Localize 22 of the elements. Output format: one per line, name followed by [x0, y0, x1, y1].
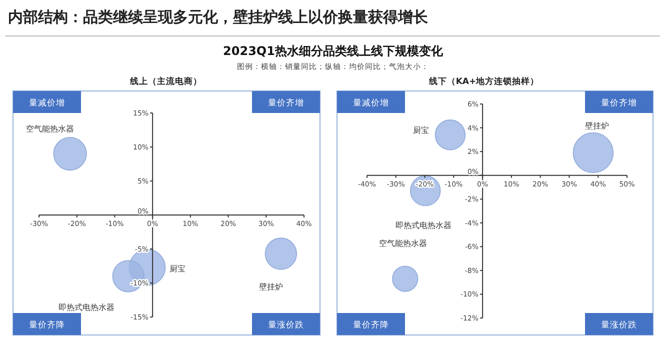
text: 内部结构：品类继续呈现多元化，壁挂炉线上以价换量获得增长	[8, 8, 429, 26]
series-label: 即热式电热水器	[58, 302, 115, 312]
text: 空气能热水器	[379, 239, 428, 248]
annotation: 量减价增	[353, 98, 389, 108]
picture-quadrant-box: 量涨价跌	[585, 313, 653, 335]
series-label: 厨宝	[169, 264, 186, 274]
picture-quadrant-box: 量价齐降	[337, 313, 405, 335]
text: 2023Q1热水细分品类线上线下规模变化	[223, 44, 444, 58]
series-label: 空气能热水器	[26, 124, 74, 134]
picture-quadrant-box: 量价齐增	[252, 91, 320, 113]
annotation: 量价齐增	[601, 98, 637, 108]
text: 即热式电热水器	[395, 220, 452, 230]
picture-quadrant-box: 量价齐增	[585, 91, 653, 113]
series-label: 壁挂炉	[258, 282, 283, 292]
series-label: 厨宝	[413, 126, 430, 135]
picture-quadrant-box: 量减价增	[13, 91, 81, 113]
chart-title: 线上（主流电商）	[129, 76, 202, 87]
picture-quadrant-box: 量减价增	[337, 91, 405, 113]
series-label: 壁挂炉	[585, 122, 610, 131]
picture-quadrant-box: 量价齐降	[13, 313, 81, 335]
picture-quadrant-box: 量涨价跌	[252, 313, 320, 335]
chart-title: 线下（KA+地方连锁抽样）	[428, 76, 540, 87]
